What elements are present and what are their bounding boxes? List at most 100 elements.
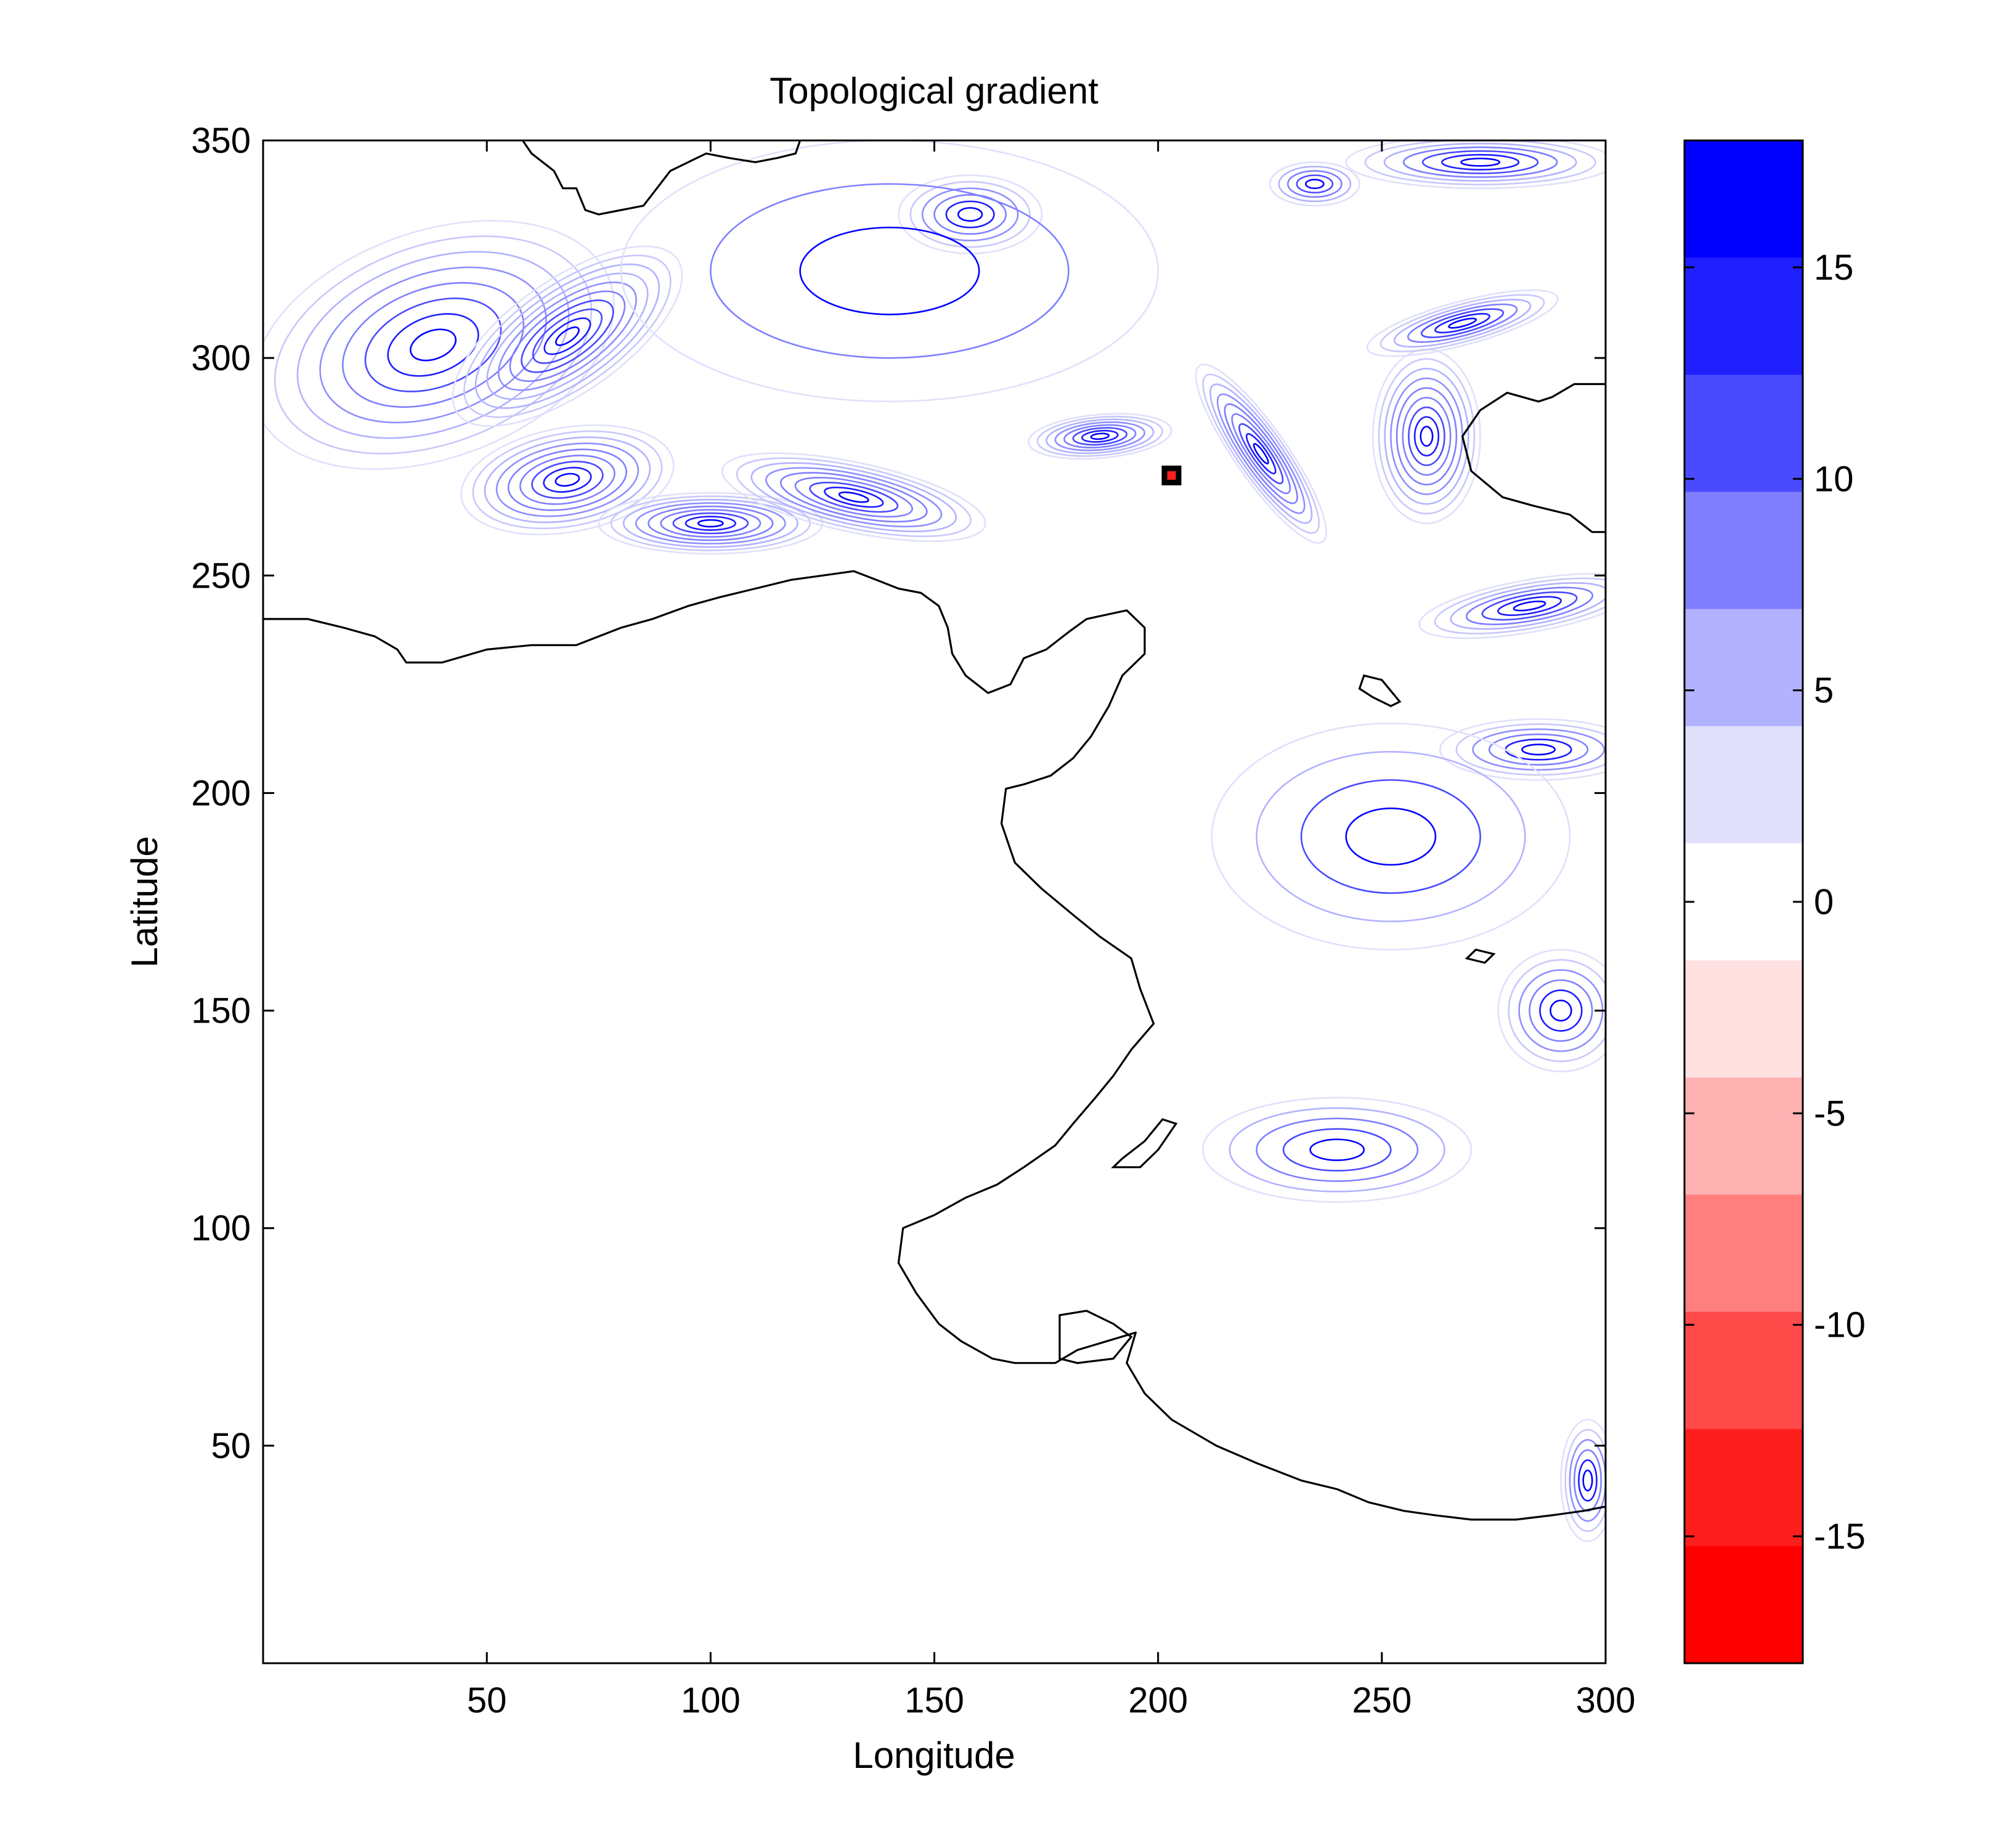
- coastline-layer: [263, 140, 1606, 1521]
- contour-line: [933, 193, 1007, 235]
- contour-line: [1211, 723, 1571, 950]
- colorbar-level: [1684, 609, 1803, 727]
- contour-line: [1393, 299, 1532, 348]
- contour-line: [263, 220, 615, 470]
- contour-line: [1231, 413, 1291, 495]
- contour-line: [1434, 577, 1606, 634]
- contour-line: [1413, 416, 1440, 456]
- coastline-east: [1461, 383, 1606, 533]
- x-axis-label: Longitude: [853, 1735, 1015, 1776]
- colorbar-level: [1684, 375, 1803, 492]
- contour-line: [672, 512, 749, 535]
- contour-line: [1305, 179, 1325, 189]
- contour-line: [1402, 397, 1452, 476]
- contour-line: [1063, 424, 1137, 448]
- contour-line: [507, 448, 627, 511]
- contour-line: [799, 226, 980, 315]
- contour-line: [945, 200, 995, 229]
- contour-line: [721, 452, 986, 542]
- contour-line: [495, 442, 640, 517]
- colorbar-level: [1684, 1429, 1803, 1547]
- coastline: [263, 570, 1606, 1521]
- contour-line: [1582, 1469, 1593, 1492]
- contour-line: [1578, 1459, 1598, 1502]
- x-tick-label: 100: [681, 1680, 741, 1720]
- colorbar-level: [1684, 1546, 1803, 1664]
- plot-area: 50 100 150 200 250 300 50 100 150 200 250 300 350: [191, 121, 1635, 1720]
- colorbar-level: [1684, 140, 1803, 258]
- colorbar-level: [1684, 257, 1803, 375]
- colorbar-level: [1684, 492, 1803, 610]
- y-axis-ticks: 50 100 150 200 250 300 350: [191, 121, 1606, 1466]
- contour-line: [521, 299, 614, 373]
- contour-line: [1209, 383, 1313, 524]
- contour-line: [486, 272, 649, 400]
- contour-line: [1488, 733, 1589, 766]
- contour-line: [1309, 1138, 1365, 1161]
- contour-line: [1421, 308, 1505, 338]
- contour-line: [1521, 744, 1556, 756]
- contour-line: [750, 462, 957, 533]
- contour-line: [1434, 313, 1491, 334]
- island-outline: [1111, 1118, 1178, 1169]
- contour-line: [1256, 751, 1526, 923]
- contour-line: [957, 207, 983, 222]
- contour-line: [1345, 807, 1437, 866]
- contour-line: [364, 298, 502, 392]
- contour-line: [1090, 432, 1110, 440]
- contour-line: [1402, 146, 1558, 178]
- contour-line: [1224, 403, 1298, 505]
- contour-line: [1448, 317, 1477, 329]
- contour-line: [1529, 979, 1593, 1042]
- contour-line: [1383, 142, 1577, 182]
- colorbar-tick-label: 10: [1814, 459, 1854, 499]
- contour-line: [555, 326, 580, 346]
- colorbar-level: [1684, 1311, 1803, 1430]
- contour-line: [1202, 373, 1320, 534]
- contour-line: [1384, 368, 1469, 505]
- contour-line: [1036, 415, 1163, 457]
- x-tick-label: 150: [904, 1680, 964, 1720]
- contour-line: [1441, 153, 1520, 171]
- location-marker-center: [1167, 471, 1176, 480]
- contour-line: [1407, 303, 1518, 343]
- y-tick-label: 100: [191, 1209, 251, 1249]
- contour-line: [1481, 591, 1578, 621]
- contour-line: [484, 436, 651, 524]
- colorbar-level: [1684, 1077, 1803, 1195]
- contour-line: [460, 424, 675, 535]
- contour-line: [1408, 406, 1445, 466]
- contour-line: [710, 183, 1070, 359]
- contour-line: [1564, 1429, 1606, 1533]
- contour-line: [1296, 174, 1334, 194]
- contour-line: [1550, 999, 1572, 1022]
- contour-line: [622, 498, 798, 548]
- contour-line: [509, 290, 626, 383]
- contour-line: [1396, 387, 1458, 486]
- contour-line: [1216, 393, 1306, 514]
- y-tick-label: 350: [191, 121, 251, 161]
- contour-line: [543, 317, 591, 355]
- contour-line: [1201, 1096, 1473, 1203]
- colorbar-tick-label: 15: [1814, 248, 1854, 288]
- contour-line: [1364, 140, 1596, 185]
- island-outline: [1058, 1310, 1133, 1364]
- contour-line: [1229, 1107, 1445, 1193]
- contour-line: [809, 482, 899, 513]
- contour-line: [452, 245, 683, 427]
- contour-line: [474, 263, 660, 409]
- contour-line: [620, 140, 1159, 403]
- contour-line: [1460, 157, 1501, 167]
- contour-line: [660, 509, 762, 538]
- colorbar-level: [1684, 1194, 1803, 1313]
- contour-line: [1195, 363, 1327, 544]
- colorbar-level: [1684, 726, 1803, 844]
- y-tick-label: 150: [191, 991, 251, 1031]
- contour-line: [765, 467, 943, 528]
- contour-line: [1508, 958, 1606, 1063]
- contour-line: [648, 505, 774, 541]
- colorbar-tick-label: 0: [1814, 882, 1834, 922]
- contour-line: [1418, 573, 1606, 639]
- colorbar-tick-label: -15: [1814, 1517, 1866, 1557]
